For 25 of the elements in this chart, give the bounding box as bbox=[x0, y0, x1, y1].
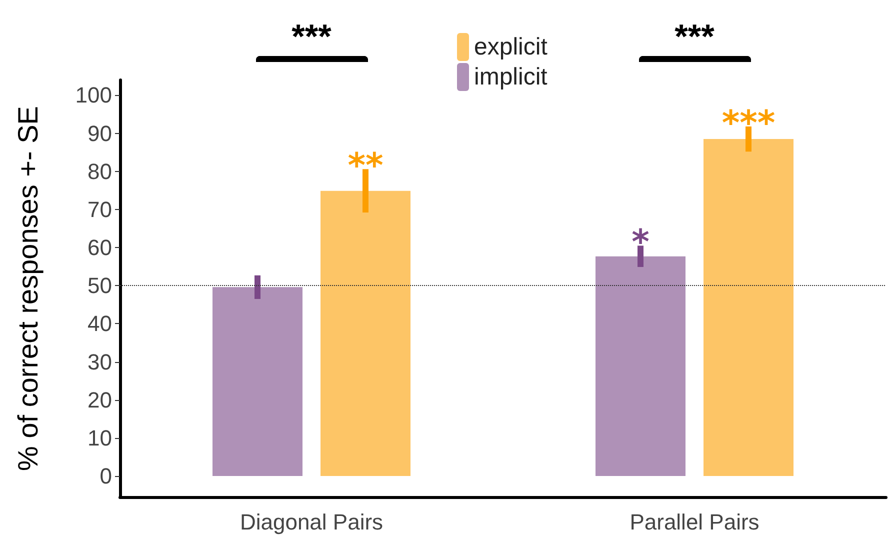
y-tick-label: 0 bbox=[100, 464, 112, 489]
y-tick-label: 20 bbox=[88, 387, 112, 412]
x-tick-label: Parallel Pairs bbox=[630, 510, 760, 534]
x-tick-label: Diagonal Pairs bbox=[240, 510, 384, 534]
y-axis-title: % of correct responses +- SE bbox=[12, 106, 44, 471]
text: *** bbox=[674, 18, 714, 57]
bar bbox=[704, 139, 794, 476]
y-tick-label: 100 bbox=[75, 82, 112, 108]
y-tick-label: 40 bbox=[88, 311, 112, 336]
data-label: ** bbox=[348, 146, 384, 186]
y-tick-label: 80 bbox=[88, 158, 112, 184]
bar bbox=[596, 256, 686, 476]
legend-label: implicit bbox=[474, 64, 548, 90]
bar bbox=[320, 190, 410, 476]
y-tick-label: 30 bbox=[88, 349, 112, 374]
y-tick-label: 90 bbox=[88, 120, 112, 146]
y-tick-label: 70 bbox=[88, 196, 112, 222]
bar bbox=[212, 287, 302, 476]
text: *** bbox=[292, 18, 332, 57]
data-label: *** bbox=[722, 103, 776, 144]
data-label: * bbox=[632, 222, 650, 263]
y-tick-label: 10 bbox=[88, 425, 112, 450]
y-tick-label: 50 bbox=[88, 273, 112, 298]
y-tick-label: 60 bbox=[88, 235, 112, 260]
legend-label: explicit bbox=[474, 34, 548, 60]
